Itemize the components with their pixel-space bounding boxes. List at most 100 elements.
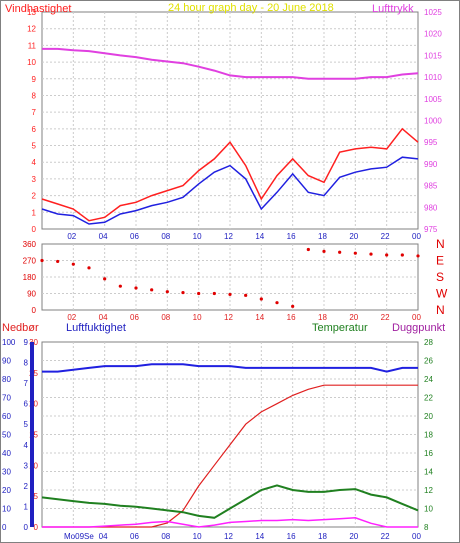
direction-point <box>306 247 310 252</box>
pressure-tick-label: 995 <box>424 138 438 147</box>
direction-point <box>134 286 138 290</box>
gust-line <box>41 156 419 225</box>
direction-point <box>228 292 232 297</box>
bottom-series <box>41 363 419 528</box>
x-tick-label: 02 <box>67 313 76 322</box>
bottom-time-axis-ticks: Mo09Se 04 06 08 10 12 14 16 18 20 22 00 <box>64 532 421 541</box>
compass-label: S <box>436 270 444 284</box>
rain-axis-title: Nedbør <box>2 322 39 334</box>
pressure-tick-label: 1005 <box>424 95 442 104</box>
temperature-tick-label: 16 <box>424 449 433 458</box>
pressure-tick-label: 975 <box>424 225 438 234</box>
direction-point <box>165 290 169 294</box>
humidity-axis-title: Luftfuktighet <box>66 322 126 334</box>
direction-point <box>118 284 122 288</box>
wind-tick-label: 12 <box>27 25 36 34</box>
temperature-tick-label: 12 <box>424 486 433 495</box>
rain-line <box>42 384 418 528</box>
direction-points <box>40 247 420 308</box>
direction-point <box>71 262 75 266</box>
wind-tick-label: 3 <box>32 175 37 184</box>
humidity-temp-panel: Nedbør Luftfuktighet Temperatur Duggpunk… <box>2 322 445 541</box>
direction-tick-label: 0 <box>32 306 37 315</box>
x-tick-label: 06 <box>130 232 139 241</box>
temperature-tick-label: 8 <box>424 523 429 532</box>
bottom-grid <box>42 342 418 527</box>
humidity-tick-label: 0 <box>2 523 7 532</box>
humidity-tick-label: 40 <box>2 449 11 458</box>
temperature-tick-label: 22 <box>424 394 433 403</box>
temperature-axis-title: Temperatur <box>312 322 368 334</box>
x-tick-label: 00 <box>412 313 421 322</box>
x-tick-label: 14 <box>255 532 264 541</box>
temperature-tick-label: 14 <box>424 468 433 477</box>
x-tick-label: Mo09Se <box>64 532 94 541</box>
x-tick-label: 10 <box>193 313 202 322</box>
wind-tick-label: 9 <box>32 75 37 84</box>
temperature-tick-label: 10 <box>424 505 433 514</box>
humidity-tick-label: 20 <box>2 486 11 495</box>
temperature-tick-label: 18 <box>424 431 433 440</box>
x-tick-label: 14 <box>255 232 264 241</box>
direction-point <box>87 266 91 270</box>
temperature-tick-label: 20 <box>424 412 433 421</box>
humidity-axis-ticks: 0 10 20 30 40 50 60 70 80 90 100 <box>2 338 16 532</box>
rain-tick-label: 5 <box>24 420 29 429</box>
x-tick-label: 04 <box>99 532 108 541</box>
x-tick-label: 12 <box>224 232 233 241</box>
humidity-tick-label: 70 <box>2 394 11 403</box>
direction-point <box>385 253 389 257</box>
pressure-tick-label: 1015 <box>424 51 442 60</box>
rain-tick-label: 6 <box>24 400 29 409</box>
wind-tick-label: 0 <box>32 225 37 234</box>
x-tick-label: 18 <box>318 532 327 541</box>
direction-tick-label: 270 <box>23 257 37 266</box>
direction-point <box>416 254 420 258</box>
wind-tick-label: 2 <box>32 192 37 201</box>
humidity-tick-label: 80 <box>2 375 11 384</box>
top-time-axis-ticks: 02 04 06 08 10 12 14 16 18 20 22 00 <box>67 232 421 241</box>
x-tick-label: 20 <box>349 313 358 322</box>
x-tick-label: 00 <box>412 232 421 241</box>
dewpoint-line <box>42 517 418 528</box>
x-tick-label: 14 <box>255 313 264 322</box>
direction-point <box>338 250 342 254</box>
direction-point <box>322 249 326 253</box>
pressure-tick-label: 1025 <box>424 8 442 17</box>
pressure-tick-label: 1000 <box>424 117 442 126</box>
x-tick-label: 00 <box>412 532 421 541</box>
dewpoint-axis-title: Duggpunkt <box>392 322 445 334</box>
direction-tick-label: 180 <box>23 273 37 282</box>
wind-tick-label: 13 <box>27 8 36 17</box>
x-tick-label: 12 <box>224 313 233 322</box>
x-tick-label: 08 <box>161 232 170 241</box>
x-tick-label: 06 <box>130 532 139 541</box>
pressure-axis-ticks: 975 980 985 990 995 1000 1005 1010 1015 1020 1025 <box>424 8 442 234</box>
x-tick-label: 02 <box>67 232 76 241</box>
compass-label: N <box>436 237 445 251</box>
direction-axis-ticks: 0 90 180 270 360 <box>23 240 37 315</box>
x-tick-label: 04 <box>99 232 108 241</box>
humidity-tick-label: 10 <box>2 505 11 514</box>
compass-label: N <box>436 303 445 317</box>
direction-point <box>369 252 373 256</box>
direction-point <box>212 291 216 296</box>
direction-tick-label: 360 <box>23 240 37 249</box>
inner-tick-label: 5 <box>34 492 39 501</box>
x-tick-label: 04 <box>99 313 108 322</box>
x-tick-label: 12 <box>224 532 233 541</box>
x-tick-label: 16 <box>287 313 296 322</box>
rain-tick-label: 4 <box>24 441 29 450</box>
temperature-tick-label: 24 <box>424 375 433 384</box>
pressure-tick-label: 980 <box>424 203 438 212</box>
direction-point <box>150 288 154 292</box>
rain-tick-label: 1 <box>24 502 29 511</box>
rain-tick-label: 0 <box>24 523 29 532</box>
wind-speed-axis-title: Vindhastighet <box>5 3 71 15</box>
wind-tick-label: 10 <box>27 58 36 67</box>
compass-label: E <box>436 254 444 268</box>
